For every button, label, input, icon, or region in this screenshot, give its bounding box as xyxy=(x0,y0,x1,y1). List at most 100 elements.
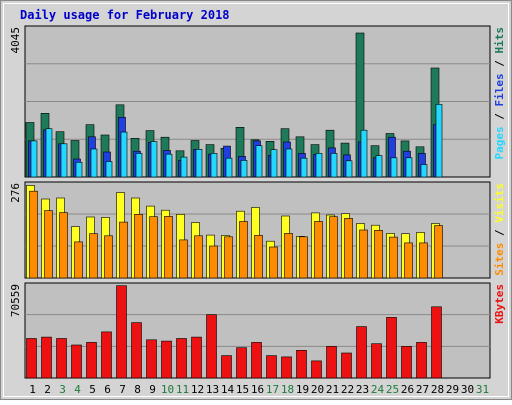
bar-sites-day-9 xyxy=(149,216,158,279)
bar-pages-day-27 xyxy=(420,164,428,178)
bar-pages-day-25 xyxy=(390,157,398,178)
bar-kbytes-day-26 xyxy=(401,346,412,379)
x-tick-label-8: 8 xyxy=(134,383,141,396)
bar-kbytes-day-3 xyxy=(56,338,67,379)
bar-pages-day-12 xyxy=(195,149,203,178)
legend-entry: Files xyxy=(493,73,506,106)
bar-sites-day-12 xyxy=(194,235,203,279)
bar-sites-day-23 xyxy=(359,229,368,279)
bar-pages-day-21 xyxy=(330,153,338,178)
x-tick-label-20: 20 xyxy=(311,383,324,396)
bar-pages-day-4 xyxy=(75,162,83,178)
x-tick-label-3: 3 xyxy=(59,383,66,396)
bar-sites-day-14 xyxy=(224,236,233,279)
panel-middle: 276 Sites / Visits xyxy=(9,181,506,279)
legend-entry: Hits xyxy=(493,27,506,54)
legend-entry: Visits xyxy=(493,183,506,223)
bar-kbytes-day-7 xyxy=(116,285,127,379)
bar-kbytes-day-17 xyxy=(266,355,277,379)
x-tick-label-22: 22 xyxy=(341,383,354,396)
bar-sites-day-22 xyxy=(344,218,353,279)
x-tick-label-21: 21 xyxy=(326,383,339,396)
bar-sites-day-2 xyxy=(44,210,53,279)
x-tick-label-26: 26 xyxy=(401,383,414,396)
bar-kbytes-day-2 xyxy=(41,336,52,379)
bar-kbytes-day-28 xyxy=(431,306,442,379)
bar-kbytes-day-15 xyxy=(236,347,247,379)
bar-pages-day-11 xyxy=(180,156,188,178)
x-tick-label-9: 9 xyxy=(149,383,156,396)
bar-sites-day-10 xyxy=(164,216,173,279)
bar-kbytes-day-22 xyxy=(341,352,352,379)
x-tick-label-19: 19 xyxy=(296,383,309,396)
bar-pages-day-10 xyxy=(165,153,173,178)
bar-kbytes-day-8 xyxy=(131,322,142,379)
x-tick-label-24: 24 xyxy=(371,383,385,396)
bar-pages-day-5 xyxy=(90,148,98,178)
inner-frame xyxy=(3,3,509,397)
x-tick-label-30: 30 xyxy=(461,383,474,396)
panel-bottom: 70559 KBytes xyxy=(9,282,506,379)
bar-kbytes-day-9 xyxy=(146,339,157,379)
legend-entry: / xyxy=(493,223,506,243)
legend-middle: Sites / Visits xyxy=(493,183,506,276)
bar-pages-day-14 xyxy=(225,157,233,178)
bar-kbytes-day-21 xyxy=(326,346,337,379)
x-tick-label-4: 4 xyxy=(74,383,81,396)
bar-kbytes-day-24 xyxy=(371,343,382,379)
x-tick-label-18: 18 xyxy=(281,383,294,396)
bar-pages-day-19 xyxy=(300,157,308,178)
y-max-label: 4045 xyxy=(9,27,22,54)
x-tick-label-28: 28 xyxy=(431,383,444,396)
x-tick-label-6: 6 xyxy=(104,383,111,396)
bar-pages-day-2 xyxy=(45,128,53,178)
legend-top: Pages / Files / Hits xyxy=(493,27,506,160)
bar-pages-day-24 xyxy=(375,155,383,178)
legend-entry: Pages xyxy=(493,126,506,159)
x-tick-label-15: 15 xyxy=(236,383,249,396)
bar-kbytes-day-12 xyxy=(191,336,202,379)
bar-kbytes-day-23 xyxy=(356,326,367,379)
bar-sites-day-24 xyxy=(374,230,383,279)
x-tick-label-12: 12 xyxy=(191,383,204,396)
bar-pages-day-1 xyxy=(30,140,38,178)
bar-kbytes-day-27 xyxy=(416,342,427,379)
x-tick-label-27: 27 xyxy=(416,383,429,396)
bar-pages-day-16 xyxy=(255,145,263,178)
bar-pages-day-7 xyxy=(120,131,128,178)
bar-sites-day-21 xyxy=(329,216,338,279)
bar-sites-day-26 xyxy=(404,242,413,279)
legend-entry: / xyxy=(493,54,506,74)
bar-kbytes-day-19 xyxy=(296,349,307,379)
x-tick-label-1: 1 xyxy=(29,383,36,396)
bar-pages-day-20 xyxy=(315,153,323,178)
bar-pages-day-6 xyxy=(105,161,113,178)
x-tick-label-13: 13 xyxy=(206,383,219,396)
y-max-label: 70559 xyxy=(9,284,22,317)
bar-sites-day-13 xyxy=(209,245,218,279)
x-tick-label-16: 16 xyxy=(251,383,264,396)
bar-sites-day-28 xyxy=(434,225,443,279)
bar-sites-day-5 xyxy=(89,233,98,279)
x-tick-label-14: 14 xyxy=(221,383,235,396)
bar-sites-day-11 xyxy=(179,239,188,279)
bar-pages-day-3 xyxy=(60,143,68,178)
bar-sites-day-7 xyxy=(119,221,128,279)
bar-kbytes-day-16 xyxy=(251,342,262,379)
bar-sites-day-27 xyxy=(419,242,428,279)
legend-entry: Sites xyxy=(493,243,506,276)
x-tick-label-5: 5 xyxy=(89,383,96,396)
bar-kbytes-day-10 xyxy=(161,340,172,379)
bar-pages-day-22 xyxy=(345,160,353,178)
x-tick-label-7: 7 xyxy=(119,383,126,396)
bar-kbytes-day-6 xyxy=(101,331,112,379)
bar-pages-day-26 xyxy=(405,157,413,178)
legend-entry: KBytes xyxy=(493,284,506,324)
chart-title: Daily usage for February 2018 xyxy=(20,8,230,22)
bar-sites-day-25 xyxy=(389,236,398,279)
x-tick-label-31: 31 xyxy=(476,383,489,396)
bar-sites-day-8 xyxy=(134,214,143,279)
bar-pages-day-18 xyxy=(285,148,293,178)
